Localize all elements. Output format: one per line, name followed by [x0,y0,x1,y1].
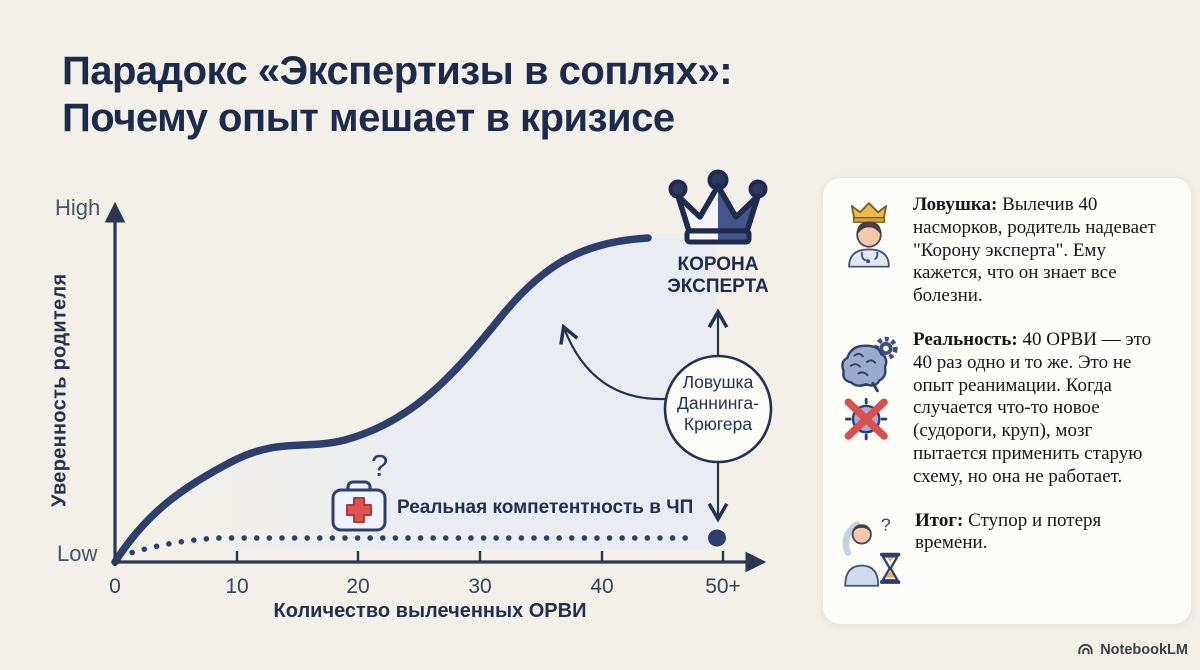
notebooklm-icon [1078,643,1093,655]
panel-label-result: Итог: [915,509,964,531]
panel-item-result: ? Итог: Ступор и потеря времени. [837,510,1171,590]
y-axis-low-label: Low [57,541,98,566]
curved-arrow-to-curve [559,323,666,401]
x-tick-0: 0 [109,575,121,598]
explanation-panel: Ловушка: Вылечив 40 насморков, родитель … [822,177,1192,625]
area-under-curve [115,238,715,562]
panel-text-result: Итог: Ступор и потеря времени. [915,510,1171,556]
panel-item-trap: Ловушка: Вылечив 40 насморков, родитель … [837,194,1171,308]
real-competence-end-dot [708,529,726,547]
doctor-with-crown-icon [837,194,901,272]
crown-label: КОРОНА ЭКСПЕРТА [636,254,800,299]
real-competence-dotted-line [117,535,700,559]
panel-text-trap: Ловушка: Вылечив 40 насморков, родитель … [913,194,1171,308]
crown-icon [668,169,768,245]
panel-label-reality: Реальность: [913,328,1018,350]
x-tick-40: 40 [590,575,614,598]
page-title: Парадокс «Экспертизы в соплях»: Почему о… [62,48,882,142]
x-tick-10: 10 [225,575,249,598]
brain-gear-crossed-virus-icon [837,329,901,447]
question-mark: ? [371,448,389,483]
panel-body-reality: 40 ОРВИ — это 40 раз одно и то же. Это н… [913,328,1152,487]
real-competence-label: Реальная компетентность в ЧП [397,497,694,518]
title-line-2: Почему опыт мешает в кризисе [62,96,675,141]
panel-body-result: Ступор и потеря времени. [915,509,1102,554]
x-axis-tick-marks [235,551,725,562]
brand-name: NotebookLM [1100,641,1188,658]
panel-body-trap: Вылечив 40 насморков, родитель надевает … [913,194,1156,307]
x-tick-20: 20 [346,575,370,598]
dunning-kruger-trap-label: Ловушка Даннинга- Крюгера [662,372,774,435]
confidence-curve [111,234,652,566]
title-line-1: Парадокс «Экспертизы в соплях»: [62,49,733,93]
crown-label-line-1: КОРОНА [677,254,759,275]
y-axis-high-label: High [55,195,101,220]
first-aid-kit-icon [331,480,387,532]
x-axis-title: Количество вылеченных ОРВИ [273,600,587,622]
x-tick-50plus: 50+ [705,575,741,598]
confused-person-hourglass-icon: ? [837,510,903,590]
icon-question-glyph: ? [881,514,891,534]
panel-text-reality: Реальность: 40 ОРВИ — это 40 раз одно и … [913,329,1171,489]
panel-item-reality: Реальность: 40 ОРВИ — это 40 раз одно и … [837,329,1171,489]
trap-label-line-1: Ловушка [682,372,754,392]
brand-footer: NotebookLM [1077,641,1188,658]
x-tick-30: 30 [468,575,492,598]
trap-label-line-3: Крюгера [683,414,753,434]
crown-label-line-2: ЭКСПЕРТА [667,276,769,298]
panel-label-trap: Ловушка: [913,194,998,215]
trap-label-line-2: Даннинга- [677,393,759,413]
y-axis-title: Уверенность родителя [48,273,71,507]
